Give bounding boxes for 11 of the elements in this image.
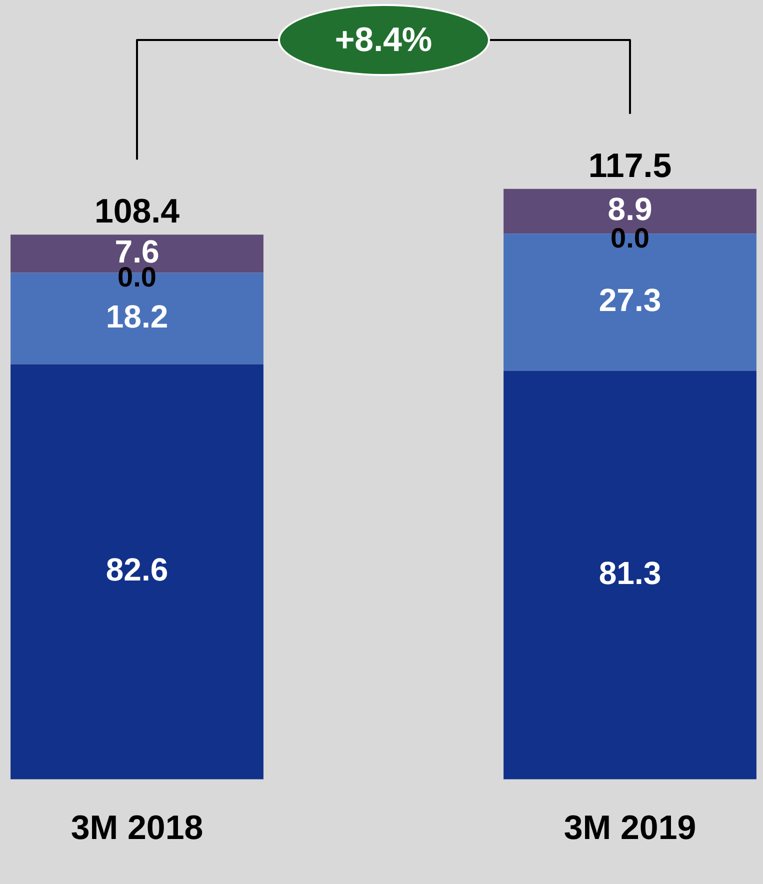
total-label: 117.5 <box>588 146 672 185</box>
x-tick-label: 3M 2019 <box>564 808 696 847</box>
bar <box>10 364 264 780</box>
total-label: 108.4 <box>94 192 180 231</box>
text: +8.4% <box>334 20 434 60</box>
data-label: 82.6 <box>106 552 168 588</box>
x-tick-label: 3M 2018 <box>70 808 204 847</box>
bar <box>504 370 756 780</box>
data-label: 81.3 <box>598 554 662 591</box>
data-label: 27.3 <box>598 282 662 318</box>
data-label: 18.2 <box>106 298 168 334</box>
